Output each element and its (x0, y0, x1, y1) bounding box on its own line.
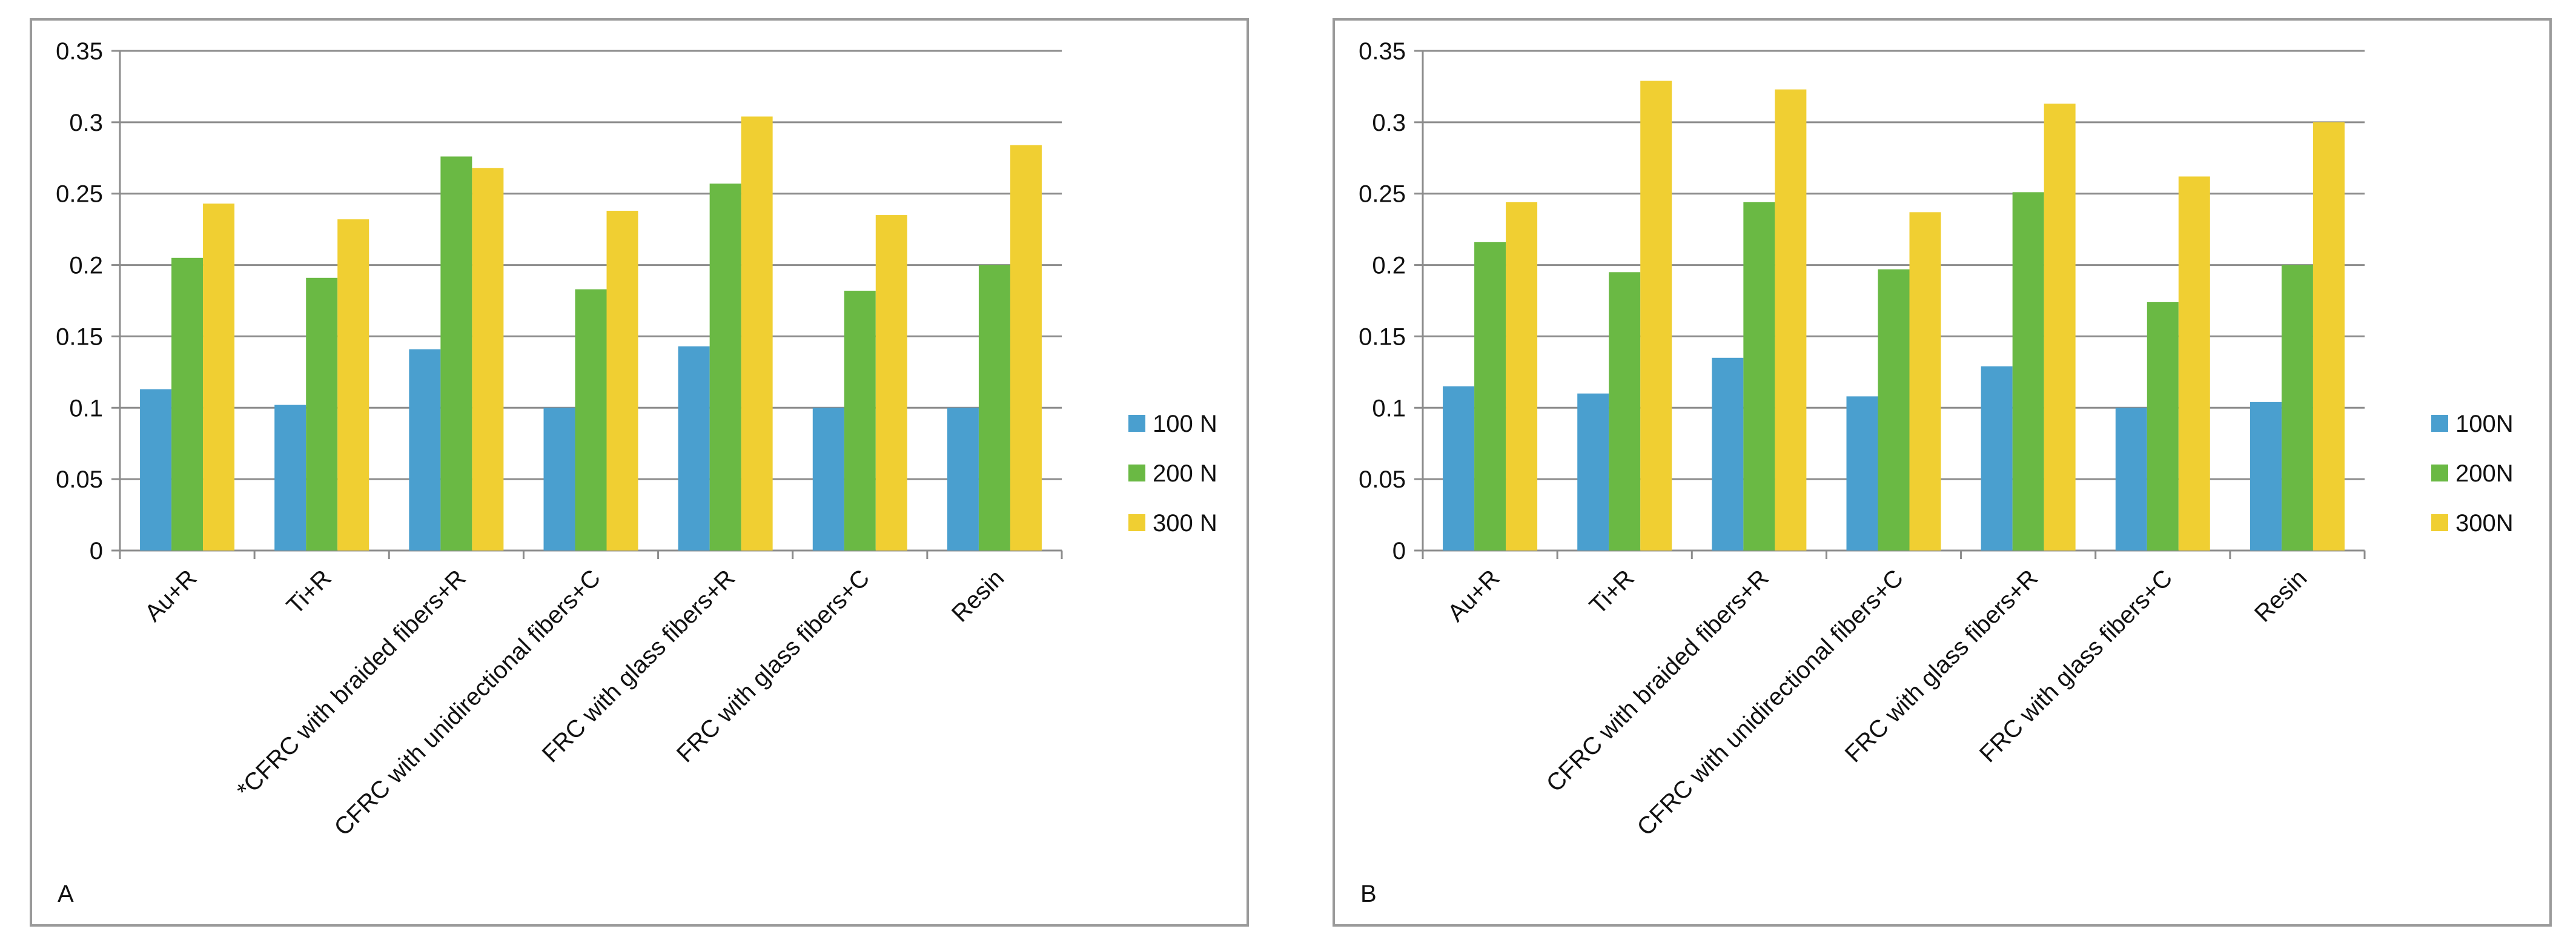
panel-label-b: B (1360, 881, 1377, 907)
bar-200n-1 (1474, 242, 1506, 551)
bar-200n-3 (440, 156, 472, 551)
legend-swatch (2431, 465, 2448, 481)
y-tick-label: 0.15 (56, 323, 103, 350)
y-tick-label: 0.2 (69, 253, 103, 279)
y-tick-label: 0 (90, 538, 103, 564)
legend-swatch (2431, 415, 2448, 432)
legend-label: 100N (2455, 411, 2514, 437)
bar-300n-2 (337, 219, 369, 551)
legend-swatch (1128, 514, 1145, 531)
bar-100n-3 (409, 349, 441, 551)
x-category-label: Au+R (140, 564, 202, 627)
x-category-label: *CFRC with braided fibers+R (232, 564, 471, 804)
x-category-label: Ti+R (282, 564, 337, 620)
bar-200n-5 (2012, 192, 2044, 551)
y-tick-label: 0.25 (56, 181, 103, 208)
bar-200n-6 (844, 291, 876, 551)
x-category-label: CFRC with unidirectional fibers+C (1632, 564, 1909, 841)
bar-200n-2 (1609, 272, 1641, 551)
bar-200n-7 (978, 265, 1010, 551)
legend-swatch (1128, 415, 1145, 432)
bar-300n-4 (606, 211, 638, 551)
bar-300n-6 (875, 215, 907, 551)
bar-100n-4 (1846, 396, 1878, 551)
legend-label: 300N (2455, 510, 2514, 537)
bar-300n-3 (1775, 89, 1807, 551)
bar-300n-4 (1909, 212, 1941, 551)
bar-100n-7 (947, 408, 979, 551)
bar-200n-5 (709, 184, 741, 551)
bar-100n-3 (1712, 357, 1744, 551)
bar-200n-4 (575, 289, 607, 551)
bar-100n-5 (678, 346, 710, 551)
x-category-label: Resin (947, 564, 1009, 627)
y-tick-label: 0 (1392, 538, 1406, 564)
bar-100n-7 (2250, 402, 2282, 551)
y-tick-label: 0.05 (56, 466, 103, 493)
x-category-label: CFRC with unidirectional fibers+C (329, 564, 606, 841)
x-category-label: Ti+R (1584, 564, 1640, 620)
bar-100n-6 (812, 408, 844, 551)
bar-100n-2 (1577, 393, 1609, 551)
bar-200n-1 (171, 257, 204, 551)
bar-200n-2 (306, 277, 338, 551)
y-tick-label: 0.2 (1372, 253, 1406, 279)
x-category-label: Resin (2250, 564, 2312, 627)
y-tick-label: 0.35 (1359, 38, 1406, 65)
bar-200n-3 (1743, 202, 1775, 551)
legend-label: 200 N (1153, 460, 1217, 487)
bar-100n-1 (140, 389, 172, 551)
x-category-label: Au+R (1443, 564, 1505, 627)
bar-300n-5 (741, 116, 773, 551)
chart-panel-a: 0 0.05 0.1 0.15 0.2 0.25 0.3 0.35 Au+R Ti+R *CFRC … (30, 18, 1249, 927)
y-tick-label: 0.3 (1372, 110, 1406, 136)
bar-200n-6 (2147, 302, 2179, 551)
y-tick-label: 0.1 (1372, 395, 1406, 422)
y-tick-label: 0.25 (1359, 181, 1406, 208)
y-tick-label: 0.3 (69, 110, 103, 136)
bar-100n-5 (1981, 366, 2013, 551)
y-tick-label: 0.1 (69, 395, 103, 422)
bar-300n-6 (2178, 176, 2210, 551)
y-tick-label: 0.35 (56, 38, 103, 65)
chart-panel-b: 0 0.05 0.1 0.15 0.2 0.25 0.3 0.35 Au+R Ti+R CFRC w… (1333, 18, 2552, 927)
panel-label-a: A (58, 881, 74, 907)
bar-100n-4 (543, 408, 575, 551)
legend-swatch (2431, 514, 2448, 531)
legend-swatch (1128, 465, 1145, 481)
bar-300n-7 (1010, 145, 1042, 551)
legend-label: 100 N (1153, 411, 1217, 437)
y-tick-label: 0.15 (1359, 323, 1406, 350)
bar-300n-1 (203, 203, 235, 551)
legend-label: 200N (2455, 460, 2514, 487)
bar-300n-1 (1506, 202, 1538, 551)
x-category-label: CFRC with braided fibers+R (1541, 564, 1774, 797)
bar-100n-1 (1443, 386, 1475, 551)
bar-200n-7 (2281, 265, 2313, 551)
bar-100n-2 (274, 405, 306, 551)
bar-300n-3 (472, 168, 504, 551)
bar-300n-2 (1640, 81, 1672, 551)
y-tick-label: 0.05 (1359, 466, 1406, 493)
bar-100n-6 (2115, 408, 2147, 551)
bar-200n-4 (1878, 269, 1910, 551)
legend-label: 300 N (1153, 510, 1217, 537)
bar-chart-a: 0 0.05 0.1 0.15 0.2 0.25 0.3 0.35 Au+R Ti+R*CFRC … (56, 38, 1217, 841)
bar-300n-7 (2313, 122, 2345, 551)
bar-300n-5 (2044, 104, 2076, 551)
